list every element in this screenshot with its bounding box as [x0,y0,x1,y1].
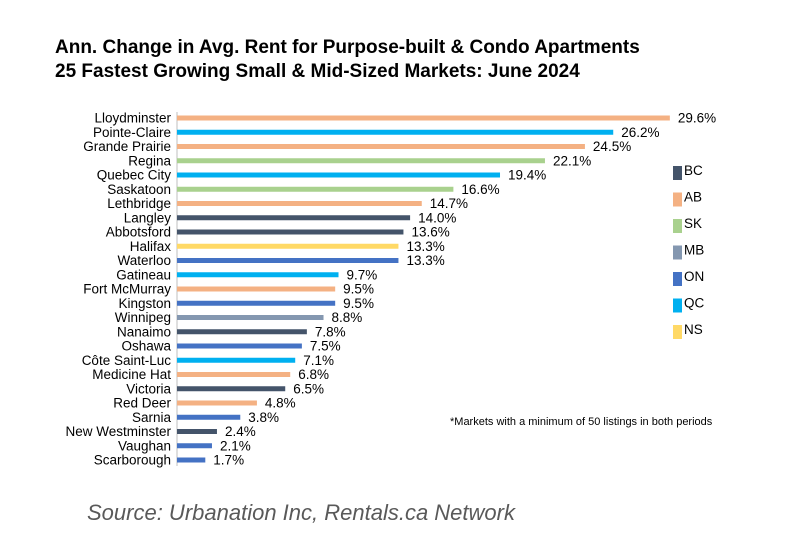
category-label: Waterloo [117,253,171,268]
bar [177,172,501,178]
bar [177,315,324,320]
category-label: Halifax [130,239,172,254]
value-label: 4.8% [265,396,296,411]
source-note: Source: Urbanation Inc, Rentals.ca Netwo… [87,500,515,525]
value-label: 29.6% [678,111,716,126]
value-label: 6.8% [298,367,329,382]
category-label: Sarnia [132,410,172,425]
value-label: 7.8% [315,324,346,339]
legend-swatch [673,298,682,313]
bar [177,372,291,377]
value-label: 6.5% [293,381,324,396]
category-label: Langley [124,210,172,225]
bar [177,272,339,278]
value-label: 16.6% [461,182,499,197]
bar [177,457,206,463]
value-label: 3.8% [248,410,279,425]
legend-label: MB [684,243,704,258]
legend-swatch [673,192,682,207]
footnote: *Markets with a minimum of 50 listings i… [450,416,713,428]
value-label: 2.4% [225,424,256,439]
value-label: 9.7% [347,267,378,282]
legend-swatch [673,166,682,180]
bar [177,243,399,249]
category-label: Medicine Hat [92,367,171,382]
bar [177,400,257,406]
bar [177,300,336,306]
category-label: Oshawa [121,339,171,354]
legend-label: QC [684,296,705,311]
legend-label: NS [684,322,703,337]
legend-label: BC [684,163,703,178]
category-label: Lloydminster [94,111,171,126]
value-label: 9.5% [343,282,374,297]
legend-label: ON [684,269,704,284]
bar [177,144,585,149]
legend-label: AB [684,190,702,205]
bar [177,158,545,164]
category-label: Quebec City [97,168,172,183]
bar [177,386,286,392]
value-label: 13.3% [406,253,444,268]
bar [177,129,614,135]
category-label: Kingston [118,296,171,311]
value-label: 7.5% [310,339,341,354]
category-label: Gatineau [116,267,171,282]
value-label: 8.8% [332,310,363,325]
bar [177,258,399,263]
category-label: Winnipeg [115,310,171,325]
value-label: 26.2% [621,125,659,140]
bar [177,215,411,221]
category-label: New Westminster [65,424,171,439]
bar [177,201,422,206]
category-label: Red Deer [113,396,171,411]
value-label: 2.1% [220,438,251,453]
legend-swatch [673,219,682,233]
category-label: Regina [128,153,171,168]
legend-label: SK [684,216,702,231]
value-label: 9.5% [343,296,374,311]
bar [177,286,336,292]
value-label: 14.7% [430,196,468,211]
bar [177,329,307,335]
value-label: 13.6% [411,225,449,240]
category-label: Pointe-Claire [93,125,171,140]
category-label: Scarborough [94,453,171,468]
value-label: 22.1% [553,153,591,168]
bar [177,229,404,235]
value-label: 14.0% [418,210,456,225]
category-label: Saskatoon [107,182,171,197]
category-label: Abbotsford [106,225,171,240]
bar [177,443,212,449]
bar [177,429,217,434]
bar [177,186,454,192]
bar [177,414,241,420]
value-label: 24.5% [593,139,631,154]
chart-title-line2: 25 Fastest Growing Small & Mid-Sized Mar… [55,61,580,82]
legend-swatch [673,272,682,286]
category-label: Lethbridge [107,196,171,211]
value-label: 1.7% [213,453,244,468]
category-label: Vaughan [118,438,171,453]
legend-swatch [673,245,682,260]
category-label: Grande Prairie [83,139,171,154]
bar [177,115,670,121]
value-label: 7.1% [303,353,334,368]
category-label: Côte Saint-Luc [82,353,172,368]
value-label: 19.4% [508,168,546,183]
category-label: Nanaimo [117,324,171,339]
category-label: Victoria [126,381,171,396]
legend-swatch [673,325,682,339]
chart-title-line1: Ann. Change in Avg. Rent for Purpose-bui… [55,37,640,58]
value-label: 13.3% [406,239,444,254]
bar [177,343,302,349]
category-label: Fort McMurray [83,282,171,297]
bar [177,357,296,363]
